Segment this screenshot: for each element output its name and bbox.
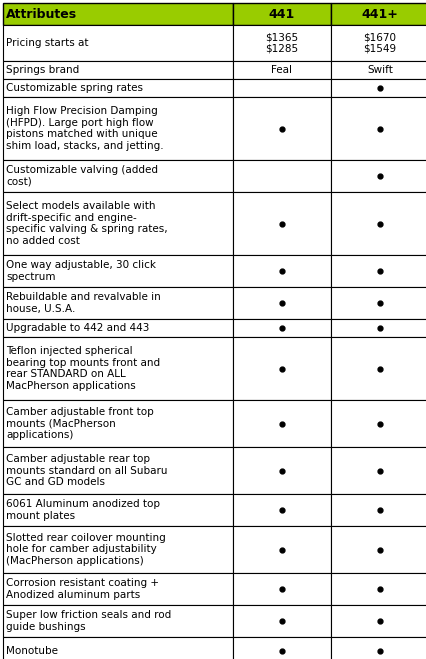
Bar <box>330 319 426 337</box>
Text: High Flow Precision Damping
(HFPD). Large port high flow
pistons matched with un: High Flow Precision Damping (HFPD). Larg… <box>6 106 163 151</box>
Bar <box>330 255 426 287</box>
Bar <box>330 526 426 573</box>
Bar <box>233 494 330 526</box>
Bar <box>330 287 426 319</box>
Text: Upgradable to 442 and 443: Upgradable to 442 and 443 <box>6 323 149 333</box>
Bar <box>330 605 426 637</box>
Bar <box>3 97 233 160</box>
Bar <box>330 637 426 659</box>
Bar <box>233 319 330 337</box>
Bar <box>233 287 330 319</box>
Bar <box>233 605 330 637</box>
Text: Attributes: Attributes <box>6 7 77 20</box>
Bar <box>233 447 330 494</box>
Bar <box>3 160 233 192</box>
Bar <box>330 447 426 494</box>
Text: Camber adjustable rear top
mounts standard on all Subaru
GC and GD models: Camber adjustable rear top mounts standa… <box>6 454 167 487</box>
Bar <box>3 25 233 61</box>
Text: Super low friction seals and rod
guide bushings: Super low friction seals and rod guide b… <box>6 610 171 632</box>
Bar <box>330 3 426 25</box>
Text: Rebuildable and revalvable in
house, U.S.A.: Rebuildable and revalvable in house, U.S… <box>6 292 160 314</box>
Bar <box>233 337 330 400</box>
Bar <box>233 160 330 192</box>
Bar <box>3 192 233 255</box>
Text: 441: 441 <box>268 7 294 20</box>
Bar <box>3 61 233 79</box>
Bar <box>3 400 233 447</box>
Bar <box>3 447 233 494</box>
Bar <box>3 573 233 605</box>
Bar <box>3 526 233 573</box>
Bar <box>330 192 426 255</box>
Bar <box>3 79 233 97</box>
Text: One way adjustable, 30 click
spectrum: One way adjustable, 30 click spectrum <box>6 260 155 282</box>
Bar <box>3 319 233 337</box>
Text: Feal: Feal <box>271 65 292 75</box>
Text: Monotube: Monotube <box>6 646 58 656</box>
Text: Slotted rear coilover mounting
hole for camber adjustability
(MacPherson applica: Slotted rear coilover mounting hole for … <box>6 533 165 566</box>
Bar <box>330 25 426 61</box>
Bar <box>3 605 233 637</box>
Text: Teflon injected spherical
bearing top mounts front and
rear STANDARD on ALL
MacP: Teflon injected spherical bearing top mo… <box>6 346 160 391</box>
Bar <box>330 160 426 192</box>
Bar <box>233 526 330 573</box>
Text: $1365
$1285: $1365 $1285 <box>265 32 298 54</box>
Bar <box>233 25 330 61</box>
Bar <box>233 97 330 160</box>
Bar <box>3 255 233 287</box>
Bar <box>3 337 233 400</box>
Text: Customizable spring rates: Customizable spring rates <box>6 83 143 93</box>
Bar <box>233 79 330 97</box>
Text: $1670
$1549: $1670 $1549 <box>363 32 396 54</box>
Bar <box>330 494 426 526</box>
Bar <box>330 400 426 447</box>
Bar <box>233 255 330 287</box>
Bar <box>3 287 233 319</box>
Text: Camber adjustable front top
mounts (MacPherson
applications): Camber adjustable front top mounts (MacP… <box>6 407 153 440</box>
Text: Customizable valving (added
cost): Customizable valving (added cost) <box>6 165 158 186</box>
Text: Springs brand: Springs brand <box>6 65 79 75</box>
Bar <box>3 494 233 526</box>
Bar <box>233 637 330 659</box>
Bar <box>330 337 426 400</box>
Text: 441+: 441+ <box>361 7 397 20</box>
Bar <box>330 573 426 605</box>
Text: Pricing starts at: Pricing starts at <box>6 38 88 48</box>
Text: Corrosion resistant coating +
Anodized aluminum parts: Corrosion resistant coating + Anodized a… <box>6 578 158 600</box>
Text: 6061 Aluminum anodized top
mount plates: 6061 Aluminum anodized top mount plates <box>6 500 160 521</box>
Bar <box>330 79 426 97</box>
Bar <box>233 192 330 255</box>
Text: Swift: Swift <box>366 65 392 75</box>
Bar <box>330 61 426 79</box>
Bar <box>233 573 330 605</box>
Bar <box>3 3 233 25</box>
Text: Select models available with
drift-specific and engine-
specific valving & sprin: Select models available with drift-speci… <box>6 201 167 246</box>
Bar <box>233 400 330 447</box>
Bar <box>233 61 330 79</box>
Bar <box>3 637 233 659</box>
Bar <box>330 97 426 160</box>
Bar <box>233 3 330 25</box>
